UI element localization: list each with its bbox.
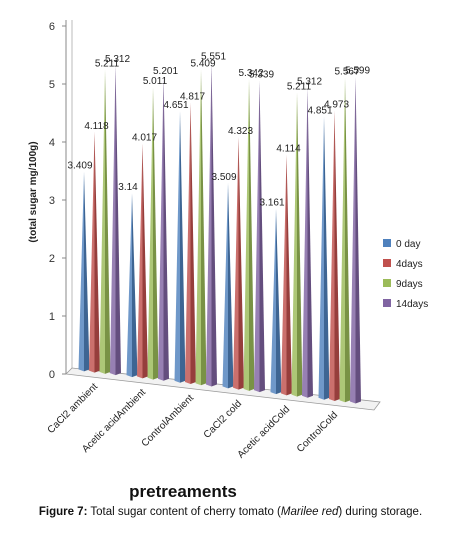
y-tick-label: 5 [49,79,55,91]
bar-1-1 [78,171,90,372]
bar-3-3 [195,69,207,386]
chart-bars [78,62,361,404]
y-tick-label: 3 [49,195,55,207]
bar-6-3 [339,77,351,403]
y-tick-label: 1 [49,311,55,323]
legend-swatch [383,259,391,267]
legend-label: 14days [396,299,428,310]
y-axis-ticks: 0 1 2 3 4 5 6 [49,21,66,381]
category-label: CaCl2 cold [202,398,244,440]
bar-4-4 [254,80,265,393]
caption-italic: Marilee red [280,506,339,518]
legend-label: 0 day [396,239,420,250]
data-label: 4.118 [84,121,109,132]
y-axis-title: (total sugar mg/100g) [28,141,39,242]
y-tick-label: 2 [49,253,55,265]
bar-1-3 [99,69,111,374]
category-label: ControlAmbient [140,393,197,450]
data-label: 5.409 [190,59,215,70]
data-label: 5.551 [201,52,226,63]
legend-swatch [383,239,391,247]
data-label: 4.651 [163,100,188,111]
data-label: 5.567 [334,66,359,77]
data-label: 5.201 [153,66,178,77]
bar-1-2 [89,131,100,373]
y-tick-label: 4 [49,137,55,149]
bar-5-4 [302,87,313,398]
chart-legend: 0 day 4days 9days 14days [383,239,428,310]
category-label: ControlCold [295,410,340,455]
data-labels: 3.4094.1185.2115.3123.144.0175.0115.2014… [67,52,370,209]
data-label: 3.409 [67,161,92,172]
bar-3-4 [206,62,217,387]
legend-label: 9days [396,279,423,290]
legend-swatch [383,299,391,307]
bar-3-1 [174,110,186,383]
data-label: 4.851 [307,105,332,116]
data-label: 4.323 [228,126,253,137]
chart-frame [65,20,381,411]
bar-2-3 [147,86,159,380]
bar-4-3 [243,79,255,391]
data-label: 5.599 [345,66,370,77]
bar-5-2 [281,154,292,396]
bar-1-4 [110,65,121,376]
figure-caption: Figure 7: Total sugar content of cherry … [0,506,461,518]
data-label: 5.211 [95,59,120,70]
data-label: 5.342 [238,68,263,79]
category-label: Acetic acidCold [236,404,293,461]
data-label: 5.339 [249,69,274,80]
data-label: 5.312 [297,77,322,88]
bar-4-1 [222,182,234,389]
data-label: 5.011 [143,76,168,87]
bar-2-2 [137,143,148,379]
data-label: 4.017 [132,132,157,143]
bar-3-2 [185,102,196,384]
data-label: 3.161 [259,198,284,209]
data-label: 3.14 [118,182,138,193]
figure-number: Figure 7: [38,506,88,518]
legend-label: 4days [396,259,423,270]
bar-2-1 [126,192,138,378]
data-label: 3.509 [211,172,236,183]
data-label: 4.114 [276,144,301,155]
caption-text-1: Total sugar content of cherry tomato ( [87,506,281,518]
bar-4-2 [233,136,244,390]
caption-text-2: ) during storage. [338,506,423,518]
bar-6-2 [329,110,340,401]
bar-5-1 [270,208,282,395]
data-label: 4.817 [180,92,205,103]
y-tick-label: 6 [49,21,55,33]
category-label: CaCl2 ambient [46,381,101,436]
y-tick-label: 0 [49,369,55,381]
legend-swatch [383,279,391,287]
data-label: 4.973 [324,100,349,111]
bar-6-1 [318,116,330,400]
bar-6-4 [350,76,361,404]
bar-2-4 [158,77,169,381]
data-label: 5.211 [287,81,312,92]
x-axis-title: pretreaments [129,482,237,501]
data-label: 5.312 [105,54,130,65]
bar-5-3 [291,92,303,397]
